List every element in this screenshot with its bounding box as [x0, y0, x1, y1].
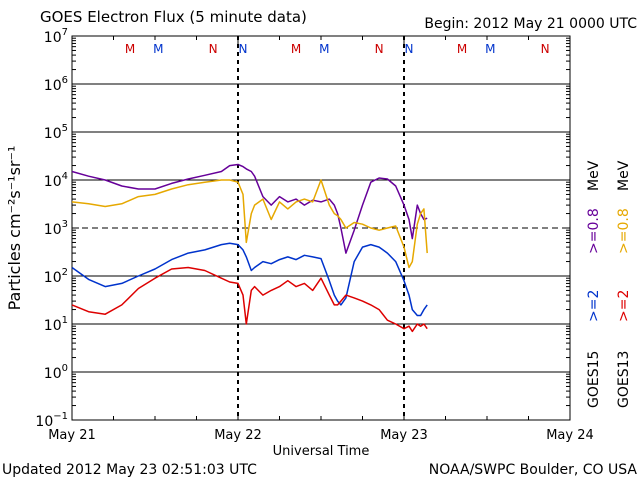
legend-energy: >=2 [616, 290, 632, 322]
y-tick-label: 107 [44, 27, 68, 46]
top-marker: N [375, 42, 384, 56]
x-axis-ticks: May 21 May 22 May 23 May 24 [48, 36, 594, 443]
top-marker: M [485, 42, 495, 56]
x-axis-label: Universal Time [273, 444, 370, 459]
y-tick-label: 104 [44, 171, 68, 190]
day-dividers [237, 36, 405, 420]
y-axis-label: Particles cm⁻²s⁻¹sr⁻¹ [5, 146, 24, 311]
x-tick-label: May 22 [214, 428, 262, 443]
y-tick-label: 10−1 [35, 411, 68, 430]
top-marker: M [291, 42, 301, 56]
legend-energy: >=0.8 [586, 208, 602, 254]
begin-label: Begin: 2012 May 21 0000 UTC [424, 16, 637, 32]
footer-source: NOAA/SWPC Boulder, CO USA [429, 462, 638, 478]
top-marker: M [125, 42, 135, 56]
series-line [71, 266, 428, 333]
series-lines [71, 163, 428, 333]
series-line [71, 242, 428, 317]
legend-energy: >=0.8 [616, 208, 632, 254]
x-tick-label: May 24 [546, 428, 594, 443]
legend-energy: >=2 [586, 290, 602, 322]
top-marker: M [319, 42, 329, 56]
footer-updated: Updated 2012 May 23 02:51:03 UTC [2, 462, 257, 478]
grid-lines [72, 83, 570, 373]
y-tick-label: 106 [44, 75, 68, 94]
top-marker: N [238, 42, 247, 56]
y-tick-label: 100 [44, 363, 68, 382]
top-marker: N [404, 42, 413, 56]
series-line [71, 163, 428, 254]
top-marker: M [457, 42, 467, 56]
y-tick-label: 103 [44, 219, 68, 238]
chart-title: GOES Electron Flux (5 minute data) [40, 8, 307, 26]
legend-unit: MeV [616, 160, 632, 191]
legend: GOES15 >=2 >=0.8 MeV GOES13 >=2 >=0.8 MeV [586, 160, 632, 408]
x-tick-label: May 21 [48, 428, 96, 443]
y-tick-label: 105 [44, 123, 68, 142]
legend-unit: MeV [586, 160, 602, 191]
series-line [71, 179, 428, 269]
legend-satellite: GOES15 [586, 351, 602, 408]
top-marker: N [541, 42, 550, 56]
top-marker: M [153, 42, 163, 56]
y-tick-label: 101 [44, 315, 68, 334]
y-axis-ticks: 107 106 105 104 103 102 101 100 10−1 [35, 27, 570, 430]
y-tick-label: 102 [44, 267, 68, 286]
x-tick-label: May 23 [380, 428, 428, 443]
top-marker: N [209, 42, 218, 56]
legend-satellite: GOES13 [616, 351, 632, 408]
